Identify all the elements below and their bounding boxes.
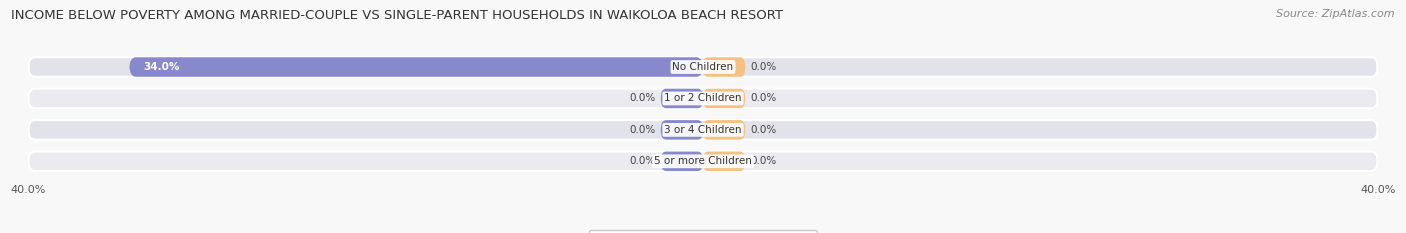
Text: 5 or more Children: 5 or more Children — [654, 156, 752, 166]
Text: No Children: No Children — [672, 62, 734, 72]
Legend: Married Couples, Single Parents: Married Couples, Single Parents — [589, 230, 817, 233]
Text: 3 or 4 Children: 3 or 4 Children — [664, 125, 742, 135]
Text: 34.0%: 34.0% — [143, 62, 179, 72]
Text: 0.0%: 0.0% — [630, 93, 655, 103]
Text: 1 or 2 Children: 1 or 2 Children — [664, 93, 742, 103]
FancyBboxPatch shape — [661, 152, 703, 171]
FancyBboxPatch shape — [703, 57, 745, 77]
Text: 0.0%: 0.0% — [630, 125, 655, 135]
FancyBboxPatch shape — [28, 57, 1378, 77]
Text: 0.0%: 0.0% — [630, 156, 655, 166]
FancyBboxPatch shape — [703, 152, 745, 171]
FancyBboxPatch shape — [28, 152, 1378, 171]
FancyBboxPatch shape — [28, 120, 1378, 140]
FancyBboxPatch shape — [661, 120, 703, 140]
Text: 0.0%: 0.0% — [751, 62, 776, 72]
Text: 0.0%: 0.0% — [751, 156, 776, 166]
Text: INCOME BELOW POVERTY AMONG MARRIED-COUPLE VS SINGLE-PARENT HOUSEHOLDS IN WAIKOLO: INCOME BELOW POVERTY AMONG MARRIED-COUPL… — [11, 9, 783, 22]
FancyBboxPatch shape — [28, 89, 1378, 108]
Text: Source: ZipAtlas.com: Source: ZipAtlas.com — [1277, 9, 1395, 19]
FancyBboxPatch shape — [703, 89, 745, 108]
Text: 0.0%: 0.0% — [751, 125, 776, 135]
FancyBboxPatch shape — [661, 89, 703, 108]
FancyBboxPatch shape — [129, 57, 703, 77]
Text: 0.0%: 0.0% — [751, 93, 776, 103]
FancyBboxPatch shape — [703, 120, 745, 140]
